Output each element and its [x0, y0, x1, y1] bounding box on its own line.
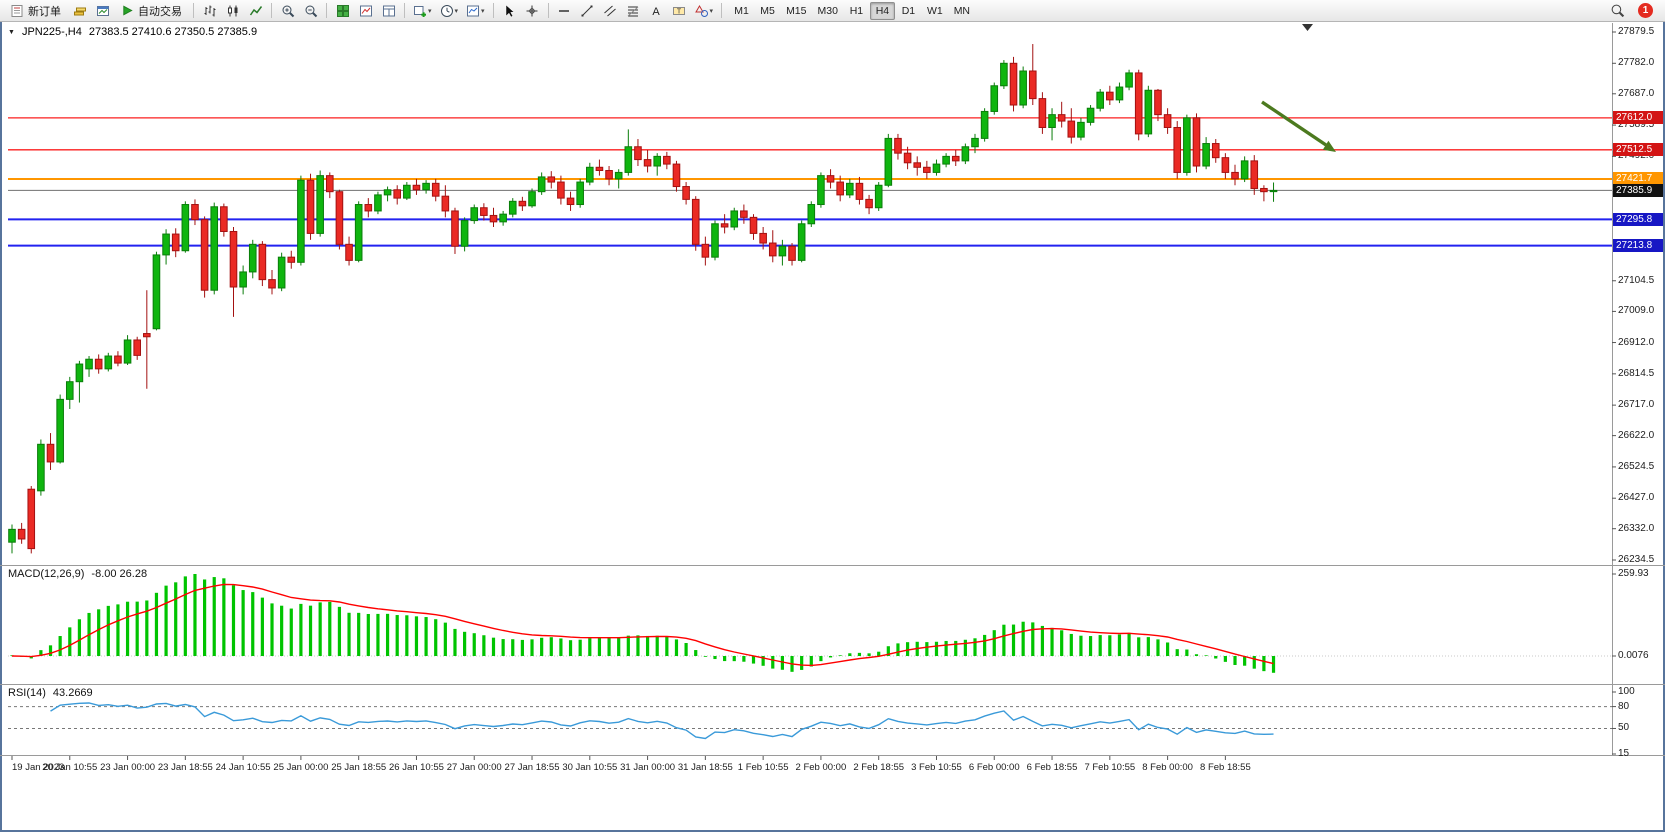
timeframe-toolbar: M1 M5 M15 M30 H1 H4 D1 W1 MN	[729, 1, 975, 20]
auto-trading-button[interactable]: 自动交易	[115, 1, 188, 20]
indicators-icon[interactable]	[355, 1, 376, 20]
timeframe-d1[interactable]: D1	[896, 2, 921, 20]
autotrading-play-icon	[123, 5, 133, 16]
timeframe-h1[interactable]: H1	[844, 2, 869, 20]
timeframe-m15[interactable]: M15	[781, 2, 811, 20]
new-chart-button[interactable]: ▾	[410, 1, 435, 20]
toolbar-right-group: 1	[1607, 1, 1661, 20]
crosshair-icon[interactable]	[522, 1, 543, 20]
metaeditor-icon[interactable]	[69, 1, 90, 20]
price-axis[interactable]	[1612, 22, 1665, 755]
timeframe-mn[interactable]: MN	[949, 2, 975, 20]
channel-icon[interactable]	[600, 1, 621, 20]
chart-window	[0, 22, 1665, 832]
toolbar-separator	[721, 3, 723, 18]
toolbar-separator	[547, 3, 549, 18]
text-icon[interactable]: A	[646, 1, 667, 20]
chevron-down-icon: ▾	[481, 7, 485, 15]
auto-trading-label: 自动交易	[138, 5, 182, 18]
toolbar-separator	[271, 3, 272, 18]
new-order-button[interactable]: 新订单	[4, 1, 67, 20]
horizontal-line-icon[interactable]	[554, 1, 575, 20]
template-menu-button[interactable]: ▾	[463, 1, 488, 20]
timeframe-m30[interactable]: M30	[813, 2, 843, 20]
chevron-down-icon: ▾	[454, 7, 459, 15]
search-icon[interactable]	[1607, 1, 1628, 20]
tile-windows-icon[interactable]	[332, 1, 353, 20]
data-window-icon[interactable]	[378, 1, 399, 20]
svg-text:T: T	[677, 8, 682, 15]
toolbar-separator	[492, 3, 494, 18]
chart-plot-area[interactable]	[0, 22, 1612, 755]
timeframe-m5[interactable]: M5	[755, 2, 780, 20]
svg-text:A: A	[652, 6, 660, 18]
toolbar-separator	[326, 3, 327, 18]
timeframe-w1[interactable]: W1	[922, 2, 948, 20]
chevron-down-icon: ▾	[428, 7, 432, 15]
toolbar-separator	[193, 3, 194, 18]
arrows-menu-button[interactable]: ▾	[692, 1, 717, 20]
period-menu-button[interactable]: ▾	[437, 1, 462, 20]
chevron-down-icon: ▾	[709, 7, 714, 15]
new-order-label: 新订单	[28, 5, 61, 18]
cursor-icon[interactable]	[499, 1, 520, 20]
time-axis[interactable]	[0, 756, 1612, 778]
trendline-icon[interactable]	[577, 1, 598, 20]
text-label-icon[interactable]: T	[669, 1, 690, 20]
zoom-in-icon[interactable]	[277, 1, 298, 20]
timeframe-h4[interactable]: H4	[869, 1, 895, 20]
zoom-out-icon[interactable]	[300, 1, 321, 20]
line-chart-icon[interactable]	[245, 1, 266, 20]
bar-chart-icon[interactable]	[199, 1, 220, 20]
fibonacci-icon[interactable]	[623, 1, 644, 20]
toolbar-separator	[404, 3, 405, 18]
main-toolbar: 新订单 自动交易 ▾ ▾ ▾ A T ▾ M1 M5 M15 M30 H1 H4 D1 W1 M…	[0, 0, 1665, 22]
new-order-icon	[11, 4, 23, 17]
timeframe-m1[interactable]: M1	[729, 2, 754, 20]
terminal-icon[interactable]	[92, 1, 113, 20]
notification-badge[interactable]: 1	[1638, 3, 1653, 18]
candlestick-chart-icon[interactable]	[222, 1, 243, 20]
